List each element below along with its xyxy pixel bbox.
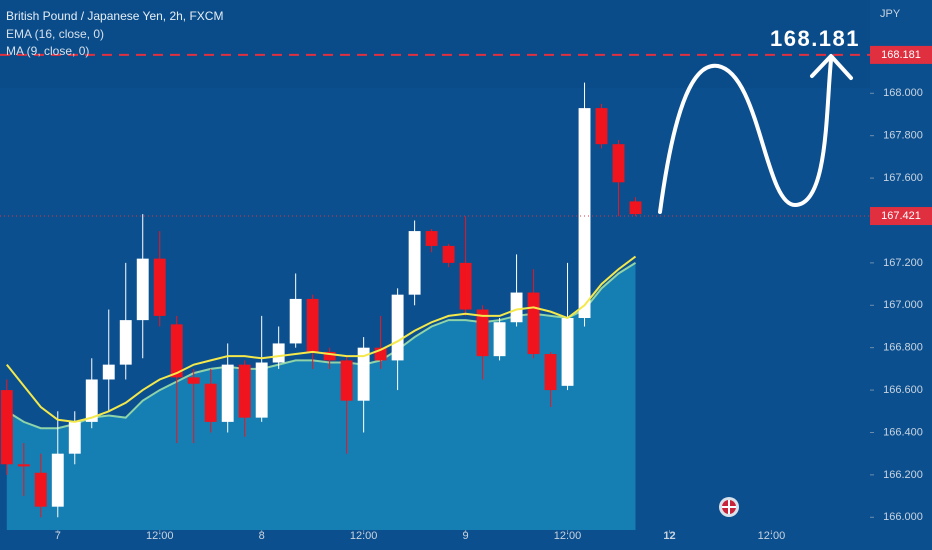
candle-body [289,298,302,344]
candle-body [391,294,404,361]
x-tick-label: 12 [663,530,675,542]
candle-body [493,322,506,357]
indicator-label: MA (9, close, 0) [6,44,89,58]
y-tick-label: 166.200 [883,469,923,481]
candle-body [187,377,200,384]
candle-body [34,472,47,507]
candle-body [374,347,387,361]
x-tick-label: 7 [55,530,61,542]
candle-body [17,464,30,467]
candle-body [255,362,268,418]
candle-body [510,292,523,323]
y-tick-label: 166.400 [883,426,923,438]
x-tick-label: 12:00 [554,530,582,542]
plot [0,53,874,533]
candle-body [459,262,472,310]
projection-curve [658,58,833,214]
price-label-box [870,45,932,64]
x-tick-label: 12:00 [350,530,378,542]
y-tick-label: 167.600 [883,172,923,184]
ema-line [6,255,637,423]
currency-label: JPY [880,8,901,20]
candle-body [119,320,132,365]
y-tick-label: 167.200 [883,257,923,269]
price-label-box [870,207,932,226]
candle-body [136,258,149,321]
x-tick-label: 12:00 [146,530,174,542]
candle-body [476,309,489,357]
candle-body [170,324,183,378]
candle-body [204,383,217,422]
candle-body [85,379,98,422]
y-tick-label: 167.000 [883,299,923,311]
target-annotation: 168.181 [770,26,860,51]
candle-body [629,201,642,215]
x-tick-label: 9 [463,530,469,542]
price-label: 168.181 [881,49,921,61]
candle-body [425,231,438,246]
top-band [0,0,870,88]
indicator-label: EMA (16, close, 0) [6,27,104,41]
candle-body [340,360,353,401]
y-tick-label: 166.600 [883,384,923,396]
candle-body [323,351,336,361]
chart-title: British Pound / Japanese Yen, 2h, FXCM [6,9,223,23]
candle-body [221,364,234,422]
flag-cross [722,500,736,514]
candle-body [51,453,64,507]
candle-body [442,245,455,263]
candle-body [578,108,591,319]
candle-body [595,108,608,145]
candle-body [102,364,115,380]
y-tick-label: 167.800 [883,130,923,142]
candle-body [357,347,370,401]
candle-body [0,390,13,465]
candle-body [408,231,421,295]
candle-body [153,258,166,316]
candle-body [612,144,625,183]
flag-icon [719,497,739,517]
candle-body [544,354,557,391]
x-tick-label: 8 [259,530,265,542]
candle-body [238,364,251,418]
candle-body [306,298,319,352]
candle-body [527,292,540,355]
y-tick-label: 168.000 [883,87,923,99]
projection-arrowhead [810,54,853,80]
y-tick-label: 166.800 [883,342,923,354]
candle-body [272,343,285,363]
x-tick-label: 12:00 [758,530,786,542]
y-tick-label: 166.000 [883,511,923,523]
price-label: 167.421 [881,210,921,222]
candle-body [561,318,574,386]
candle-body [68,421,81,454]
